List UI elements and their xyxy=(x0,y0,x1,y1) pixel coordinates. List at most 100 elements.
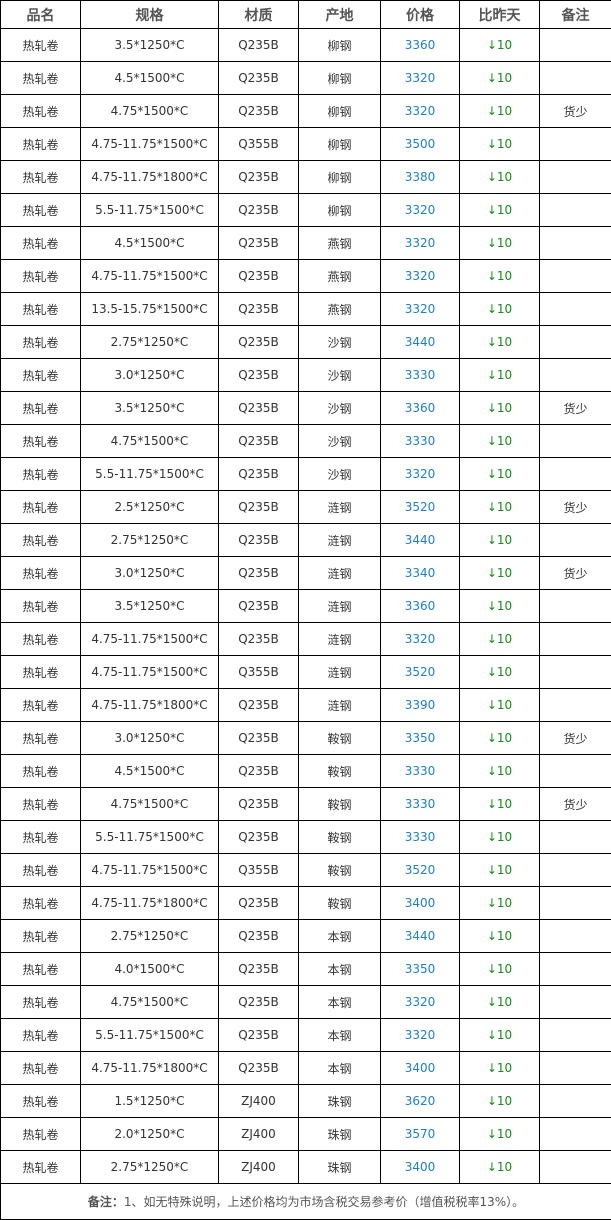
cell-origin: 鞍钢 xyxy=(298,820,381,854)
cell-origin: 涟钢 xyxy=(298,589,381,623)
table-row: 热轧卷 3.5*1250*C Q235B 沙钢 3360 ↓10 货少 xyxy=(0,391,611,425)
table-row: 热轧卷 4.75*1500*C Q235B 鞍钢 3330 ↓10 货少 xyxy=(0,787,611,821)
cell-material: Q235B xyxy=(218,292,299,326)
cell-price: 3320 xyxy=(380,622,460,656)
cell-remark xyxy=(539,292,611,326)
table-row: 热轧卷 4.75-11.75*1500*C Q355B 柳钢 3500 ↓10 xyxy=(0,127,611,161)
header-remark: 备注 xyxy=(539,0,611,29)
cell-change: ↓10 xyxy=(459,721,540,755)
table-row: 热轧卷 2.5*1250*C Q235B 涟钢 3520 ↓10 货少 xyxy=(0,490,611,524)
cell-material: Q235B xyxy=(218,226,299,260)
cell-origin: 沙钢 xyxy=(298,358,381,392)
cell-product-name: 热轧卷 xyxy=(0,655,81,689)
cell-change: ↓10 xyxy=(459,1084,540,1118)
cell-price: 3330 xyxy=(380,754,460,788)
cell-change: ↓10 xyxy=(459,1117,540,1151)
cell-material: Q235B xyxy=(218,457,299,491)
cell-material: Q355B xyxy=(218,853,299,887)
cell-change: ↓10 xyxy=(459,919,540,953)
cell-spec: 5.5-11.75*1500*C xyxy=(80,193,219,227)
cell-price: 3350 xyxy=(380,952,460,986)
cell-change: ↓10 xyxy=(459,523,540,557)
cell-change: ↓10 xyxy=(459,589,540,623)
table-row: 热轧卷 3.0*1250*C Q235B 沙钢 3330 ↓10 xyxy=(0,358,611,392)
cell-price: 3330 xyxy=(380,424,460,458)
cell-remark xyxy=(539,919,611,953)
cell-origin: 本钢 xyxy=(298,985,381,1019)
cell-remark xyxy=(539,28,611,62)
cell-material: Q235B xyxy=(218,688,299,722)
cell-product-name: 热轧卷 xyxy=(0,1117,81,1151)
cell-price: 3620 xyxy=(380,1084,460,1118)
table-row: 热轧卷 2.0*1250*C ZJ400 珠钢 3570 ↓10 xyxy=(0,1117,611,1151)
cell-origin: 沙钢 xyxy=(298,325,381,359)
footer-note: 备注：1、如无特殊说明，上述价格均为市场含税交易参考价（增值税税率13%）。 xyxy=(0,1183,611,1220)
cell-remark: 货少 xyxy=(539,787,611,821)
cell-remark: 货少 xyxy=(539,94,611,128)
cell-spec: 4.75*1500*C xyxy=(80,424,219,458)
cell-change: ↓10 xyxy=(459,28,540,62)
cell-spec: 4.0*1500*C xyxy=(80,952,219,986)
cell-price: 3330 xyxy=(380,358,460,392)
cell-origin: 鞍钢 xyxy=(298,721,381,755)
cell-material: Q355B xyxy=(218,655,299,689)
cell-product-name: 热轧卷 xyxy=(0,1051,81,1085)
footer-label: 备注： xyxy=(87,1195,124,1209)
table-row: 热轧卷 4.5*1500*C Q235B 柳钢 3320 ↓10 xyxy=(0,61,611,95)
cell-product-name: 热轧卷 xyxy=(0,127,81,161)
cell-change: ↓10 xyxy=(459,94,540,128)
cell-change: ↓10 xyxy=(459,1018,540,1052)
cell-remark xyxy=(539,1051,611,1085)
cell-material: Q235B xyxy=(218,424,299,458)
cell-material: Q235B xyxy=(218,94,299,128)
cell-price: 3400 xyxy=(380,886,460,920)
cell-spec: 4.75-11.75*1800*C xyxy=(80,1051,219,1085)
cell-product-name: 热轧卷 xyxy=(0,952,81,986)
table-row: 热轧卷 4.0*1500*C Q235B 本钢 3350 ↓10 xyxy=(0,952,611,986)
cell-material: Q235B xyxy=(218,556,299,590)
cell-origin: 柳钢 xyxy=(298,61,381,95)
cell-spec: 5.5-11.75*1500*C xyxy=(80,1018,219,1052)
header-product-name: 品名 xyxy=(0,0,81,29)
cell-change: ↓10 xyxy=(459,622,540,656)
table-row: 热轧卷 3.5*1250*C Q235B 涟钢 3360 ↓10 xyxy=(0,589,611,623)
cell-remark xyxy=(539,61,611,95)
cell-price: 3320 xyxy=(380,61,460,95)
table-row: 热轧卷 2.75*1250*C ZJ400 珠钢 3400 ↓10 xyxy=(0,1150,611,1184)
cell-product-name: 热轧卷 xyxy=(0,193,81,227)
cell-change: ↓10 xyxy=(459,160,540,194)
cell-origin: 柳钢 xyxy=(298,160,381,194)
cell-price: 3380 xyxy=(380,160,460,194)
cell-remark: 货少 xyxy=(539,556,611,590)
table-row: 热轧卷 4.5*1500*C Q235B 燕钢 3320 ↓10 xyxy=(0,226,611,260)
cell-remark: 货少 xyxy=(539,490,611,524)
cell-material: Q235B xyxy=(218,391,299,425)
cell-origin: 涟钢 xyxy=(298,490,381,524)
cell-price: 3520 xyxy=(380,490,460,524)
cell-spec: 3.5*1250*C xyxy=(80,28,219,62)
cell-remark xyxy=(539,226,611,260)
cell-price: 3440 xyxy=(380,325,460,359)
cell-change: ↓10 xyxy=(459,1150,540,1184)
header-row: 品名 规格 材质 产地 价格 比昨天 备注 xyxy=(0,0,611,29)
cell-remark xyxy=(539,127,611,161)
cell-product-name: 热轧卷 xyxy=(0,1084,81,1118)
cell-product-name: 热轧卷 xyxy=(0,622,81,656)
cell-material: Q235B xyxy=(218,325,299,359)
cell-spec: 5.5-11.75*1500*C xyxy=(80,820,219,854)
cell-spec: 4.75-11.75*1800*C xyxy=(80,886,219,920)
cell-change: ↓10 xyxy=(459,391,540,425)
cell-material: Q235B xyxy=(218,61,299,95)
cell-price: 3400 xyxy=(380,1150,460,1184)
header-spec: 规格 xyxy=(80,0,219,29)
cell-product-name: 热轧卷 xyxy=(0,292,81,326)
cell-remark xyxy=(539,325,611,359)
cell-remark xyxy=(539,754,611,788)
cell-origin: 珠钢 xyxy=(298,1150,381,1184)
cell-material: Q235B xyxy=(218,523,299,557)
cell-change: ↓10 xyxy=(459,127,540,161)
cell-material: Q235B xyxy=(218,193,299,227)
cell-origin: 沙钢 xyxy=(298,391,381,425)
cell-product-name: 热轧卷 xyxy=(0,919,81,953)
cell-spec: 4.75*1500*C xyxy=(80,94,219,128)
